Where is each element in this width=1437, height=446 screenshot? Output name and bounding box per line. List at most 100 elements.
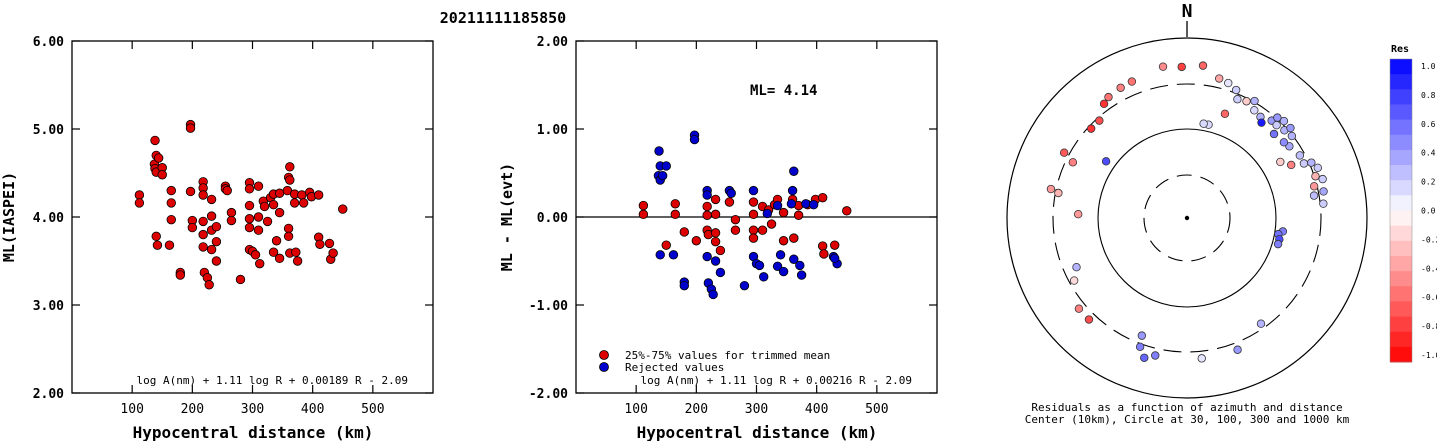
station-marker — [1233, 345, 1242, 354]
accepted-point — [748, 233, 759, 243]
station-marker — [1257, 118, 1266, 127]
accepted-point — [710, 194, 721, 205]
data-point — [283, 223, 294, 234]
colorbar-cell — [1390, 301, 1412, 318]
station-marker — [1177, 62, 1186, 72]
formula-text: log A(nm) + 1.11 log R + 0.00189 R - 2.0… — [136, 374, 408, 387]
data-point — [206, 211, 217, 221]
colorbar-cell — [1390, 74, 1412, 90]
station-marker — [1279, 138, 1289, 147]
station-marker — [1309, 182, 1319, 191]
rejected-point — [657, 170, 668, 181]
station-marker — [1319, 187, 1328, 196]
data-point — [253, 225, 264, 235]
data-point — [285, 162, 295, 172]
station-marker — [1101, 157, 1111, 166]
station-marker — [1199, 119, 1208, 128]
colorbar-cell — [1390, 89, 1412, 105]
page-title: 20211111185850 — [440, 9, 566, 27]
data-point — [244, 184, 255, 194]
x-tick-label: 400 — [301, 402, 324, 417]
formula-text: log A(nm) + 1.11 log R + 0.00216 R - 2.0… — [640, 374, 912, 387]
x-tick-label: 100 — [120, 402, 143, 417]
rejected-point — [772, 261, 783, 271]
x-tick-label: 300 — [241, 402, 264, 417]
data-point — [211, 221, 222, 232]
station-marker — [1309, 191, 1319, 200]
station-marker — [1086, 124, 1096, 133]
ring-100km — [1097, 128, 1277, 308]
data-point — [226, 215, 237, 226]
rejected-point — [726, 188, 736, 198]
rejected-point — [710, 256, 721, 266]
accepted-point — [710, 236, 721, 247]
legend-accepted-marker — [599, 350, 609, 360]
data-point — [185, 123, 196, 133]
colorbar-cell — [1390, 316, 1412, 333]
data-point — [315, 239, 325, 249]
data-point — [206, 194, 217, 205]
ml-distance-chart: 2.00 3.00 4.00 5.00 6.00 100 200 300 400 500 Hyp… — [0, 35, 434, 442]
rejected-point — [679, 280, 690, 291]
legend-rejected-marker — [599, 362, 609, 372]
rejected-point — [715, 267, 726, 278]
ml-value-label: ML= 4.14 — [750, 83, 817, 99]
data-point — [150, 135, 160, 146]
station-marker — [1198, 61, 1208, 70]
accepted-point — [830, 240, 840, 250]
y-axis-label: ML - ML(evt) — [498, 163, 516, 271]
accepted-point — [691, 236, 702, 246]
data-point — [166, 214, 176, 225]
accepted-point — [715, 245, 726, 256]
rejected-point — [787, 185, 798, 196]
station-marker — [1224, 78, 1233, 88]
polar-caption: Residuals as a function of azimuth and d… — [1031, 401, 1342, 414]
data-point — [204, 280, 214, 290]
data-point — [262, 216, 273, 227]
station-marker — [1074, 210, 1083, 219]
rejected-point — [801, 199, 811, 209]
rejected-point — [668, 250, 679, 260]
data-point — [244, 222, 255, 233]
colorbar-tick-label: 0.0 — [1421, 207, 1436, 216]
station-marker — [1286, 123, 1295, 133]
station-marker — [1095, 116, 1104, 125]
accepted-point — [842, 206, 852, 216]
station-marker — [1307, 158, 1316, 167]
station-marker — [1287, 131, 1297, 141]
station-marker — [1084, 315, 1094, 324]
data-point — [313, 190, 324, 200]
accepted-point — [710, 209, 721, 220]
data-point — [244, 214, 255, 224]
station-marker — [1054, 188, 1063, 198]
rejected-point — [739, 280, 750, 291]
station-marker — [1220, 109, 1230, 119]
data-point — [328, 248, 338, 258]
accepted-point — [748, 209, 759, 220]
station-marker — [1059, 148, 1069, 157]
legend-accepted-label: 25%-75% values for trimmed mean — [625, 349, 830, 362]
station-marker — [1311, 172, 1320, 181]
station-marker — [1140, 353, 1149, 362]
station-marker — [1069, 276, 1079, 285]
station-marker — [1072, 262, 1081, 272]
station-marker — [1135, 342, 1145, 352]
rejected-point — [786, 199, 797, 209]
x-axis-label: Hypocentral distance (km) — [637, 423, 878, 441]
data-point — [324, 238, 335, 249]
station-marker — [1137, 331, 1147, 340]
accepted-point — [730, 214, 741, 225]
colorbar-cell — [1390, 195, 1412, 211]
colorbar-tick-label: 1.0 — [1421, 62, 1436, 71]
data-point — [253, 181, 264, 191]
accepted-point — [710, 228, 721, 238]
station-marker — [1127, 77, 1137, 86]
data-point — [166, 198, 176, 208]
colorbar-tick-label: 0.8 — [1421, 91, 1436, 100]
station-marker — [1197, 354, 1206, 363]
y-tick-label: 0.00 — [537, 211, 568, 226]
station-marker — [1256, 319, 1266, 328]
accepted-point — [702, 210, 712, 220]
data-point — [157, 170, 167, 180]
